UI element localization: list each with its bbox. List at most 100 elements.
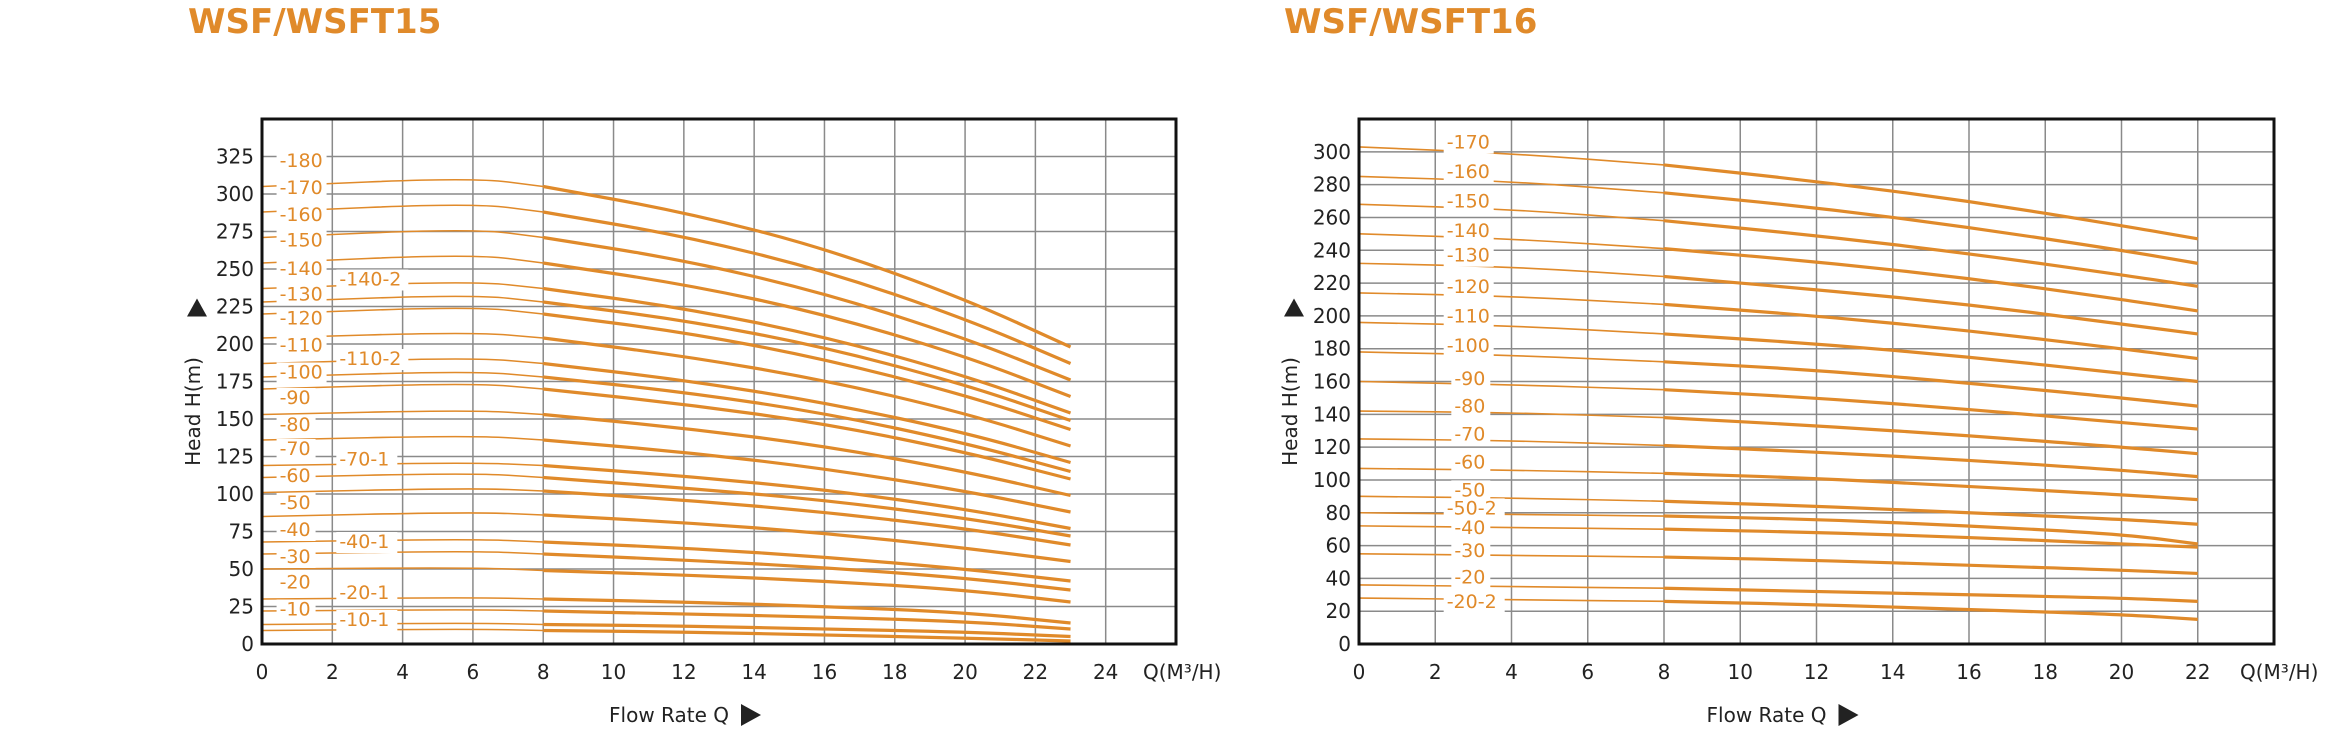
x-tick-label: 16 (812, 660, 837, 684)
curve-label: -130 (280, 284, 323, 306)
y-tick-label: 140 (1313, 402, 1351, 426)
curve-label: -120 (280, 308, 323, 330)
curve-line-80-intro (261, 435, 544, 441)
y-tick-label: 220 (1313, 271, 1351, 295)
y-arrow-icon (187, 298, 207, 317)
plot-frame (1357, 117, 2276, 646)
curve-label: -10 (280, 599, 311, 621)
y-tick-label: 80 (1326, 501, 1351, 525)
curve-line-170-operating (542, 210, 1072, 365)
curve-label-bg (276, 547, 316, 568)
curve-label: -10-1 (339, 609, 389, 631)
curve-line-10-1-intro (261, 628, 544, 632)
curve-line-140-operating (1663, 247, 2198, 313)
x-unit-label: Q(M³/H) (1143, 660, 1221, 684)
y-tick-label: 325 (216, 145, 254, 169)
curve-label-bg (336, 610, 398, 631)
curve-label-bg (1443, 498, 1505, 520)
curve-line-180-operating (542, 184, 1072, 349)
x-tick-label: 16 (1956, 660, 1981, 684)
curve-label: -110 (280, 335, 323, 357)
chart-wsf16: -170 -160 -150 -140 -130 -120 -110 -100 -90 -80 -7… (1278, 117, 2318, 727)
curve-label-bg (1443, 335, 1494, 357)
curve-line-150-operating (542, 261, 1072, 398)
x-tick-label: 4 (396, 660, 409, 684)
curve-line-100-operating (1663, 360, 2198, 408)
x-tick-label: 10 (601, 660, 626, 684)
curve-label: -140 (280, 258, 323, 280)
curve-label-bg (1443, 306, 1494, 328)
curve-line-10-operating (543, 622, 1071, 639)
x-tick-label: 0 (1353, 660, 1366, 684)
curve-label: -80 (1454, 396, 1485, 418)
x-tick-label: 18 (882, 660, 907, 684)
curve-label-bg (1443, 245, 1494, 267)
curve-label-bg (1451, 518, 1491, 540)
curve-label-bg (276, 308, 327, 330)
curve-label-bg (336, 269, 409, 291)
y-tick-label: 120 (1313, 435, 1351, 459)
curve-line-20-operating (543, 597, 1071, 625)
y-tick-label: 240 (1313, 238, 1351, 262)
curve-label-bg (336, 349, 409, 370)
x-tick-label: 20 (952, 660, 977, 684)
curve-line-120-intro (261, 332, 544, 339)
curve-label: -40 (280, 519, 311, 541)
curve-label-bg (276, 362, 327, 384)
y-tick-label: 0 (1338, 632, 1351, 656)
curve-line-110-operating (543, 361, 1071, 465)
curve-line-40-1-operating (543, 552, 1071, 592)
x-tick-label: 10 (1728, 660, 1753, 684)
curve-label: -90 (280, 387, 311, 409)
curve-label: -110 (1447, 305, 1490, 327)
curve-line-140-2-intro (261, 295, 544, 303)
curve-line-20-operating (1663, 586, 2198, 603)
curve-line-70-1-intro (261, 473, 544, 479)
curve-line-90-operating (1663, 388, 2198, 431)
curve-label: -50 (280, 492, 311, 514)
curve-label: -30 (1454, 540, 1485, 562)
curve-label-bg (1443, 191, 1494, 213)
curve-label-bg (276, 205, 327, 226)
y-tick-label: 160 (1313, 370, 1351, 394)
curve-label: -70 (1454, 424, 1485, 446)
curve-label: -150 (1447, 191, 1490, 213)
curve-label: -140 (1447, 220, 1490, 242)
curve-label-bg (1443, 276, 1494, 298)
curve-label: -50-2 (1447, 497, 1497, 519)
curve-line-70-operating (1663, 443, 2198, 479)
y-tick-label: 200 (216, 332, 254, 356)
curve-line-60-operating (543, 489, 1071, 547)
curve-label: -160 (1447, 161, 1490, 183)
curve-label-bg (276, 415, 316, 436)
curve-label: -150 (280, 230, 323, 252)
x-axis-label: Flow Rate Q (1707, 703, 1827, 727)
y-tick-label: 125 (216, 445, 254, 469)
x-tick-label: 2 (326, 660, 339, 684)
y-tick-label: 260 (1313, 205, 1351, 229)
curve-line-160-operating (542, 235, 1072, 382)
curve-line-140-2-operating (543, 300, 1072, 423)
curve-line-120-operating (543, 336, 1072, 448)
curve-line-40-operating (1663, 527, 2198, 549)
curve-label-bg (1451, 368, 1491, 390)
curve-line-110-2-operating (543, 375, 1071, 474)
x-tick-label: 8 (1658, 660, 1671, 684)
y-tick-label: 100 (216, 482, 254, 506)
curve-label: -130 (1447, 245, 1490, 267)
curve-line-80-operating (543, 438, 1071, 514)
curve-line-170-intro (261, 204, 544, 213)
curve-label: -30 (280, 546, 311, 568)
curve-line-10-intro (261, 622, 544, 626)
curve-label: -100 (1447, 335, 1490, 357)
curve-line-30-operating (543, 568, 1071, 604)
y-axis-label: Head H(m) (1278, 357, 1302, 466)
curve-line-50-intro (261, 512, 544, 518)
curve-label: -40-1 (339, 531, 389, 553)
curve-line-130-operating (543, 312, 1072, 432)
curve-line-110-2-intro (261, 371, 544, 378)
curve-line-130-operating (1663, 274, 2198, 336)
curve-label: -60 (280, 465, 311, 487)
curve-label-bg (1443, 221, 1494, 243)
